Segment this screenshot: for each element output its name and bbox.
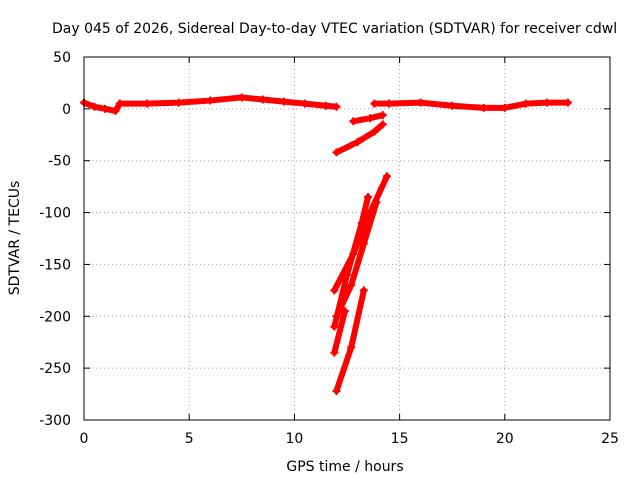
data-point — [321, 101, 330, 110]
y-tick-label: -50 — [48, 154, 71, 170]
data-point — [237, 93, 246, 102]
data-point — [330, 348, 339, 357]
data-point — [372, 198, 381, 207]
data-point — [332, 386, 341, 395]
data-point — [479, 103, 488, 112]
data-point — [206, 96, 215, 105]
x-tick-label: 5 — [185, 431, 194, 447]
y-tick-label: -200 — [39, 309, 71, 325]
data-point — [521, 99, 530, 108]
data-point — [378, 120, 387, 129]
x-tick-label: 0 — [80, 431, 89, 447]
series-seg-day-main — [116, 94, 340, 110]
y-tick-label: -300 — [39, 413, 71, 429]
data-point — [330, 322, 339, 331]
data-point — [258, 95, 267, 104]
data-point — [542, 98, 551, 107]
data-point — [279, 97, 288, 106]
chart-title: Day 045 of 2026, Sidereal Day-to-day VTE… — [52, 21, 617, 37]
plot-frame — [83, 56, 611, 421]
data-point — [143, 99, 152, 108]
data-point — [359, 239, 368, 248]
x-tick-label: 15 — [391, 431, 409, 447]
data-point — [343, 270, 351, 279]
data-point — [357, 218, 366, 227]
data-point — [448, 101, 457, 110]
data-point — [174, 98, 183, 107]
data-point — [111, 106, 120, 115]
data-point — [563, 98, 572, 107]
y-tick-label: -250 — [39, 361, 71, 377]
data-point — [382, 172, 391, 181]
data-point — [353, 138, 362, 147]
y-tick-label: -100 — [39, 206, 71, 222]
series-seg-afternoon — [371, 99, 571, 111]
y-axis-label: SDTVAR / TECUs — [7, 181, 23, 296]
data-point — [500, 103, 509, 112]
data-point — [340, 307, 349, 316]
data-point — [370, 99, 379, 108]
data-series — [80, 93, 572, 395]
y-tick-label: 0 — [62, 102, 71, 118]
data-point — [378, 111, 387, 120]
y-tick-label: -150 — [39, 257, 71, 273]
x-axis-label: GPS time / hours — [286, 459, 403, 475]
x-tick-label: 20 — [496, 431, 514, 447]
data-point — [332, 148, 341, 157]
data-point — [347, 281, 356, 290]
y-tick-label: 50 — [53, 50, 71, 66]
x-tick-label: 25 — [601, 431, 619, 447]
x-tick-label: 10 — [285, 431, 303, 447]
series-seg-dip-right — [333, 121, 386, 156]
data-point — [385, 99, 394, 108]
data-point — [349, 117, 358, 126]
data-point — [101, 104, 110, 113]
series-seg-steep-3 — [333, 199, 380, 320]
data-point — [90, 102, 99, 111]
data-point — [359, 286, 368, 295]
data-point — [330, 286, 339, 295]
series-seg-low-1 — [331, 308, 348, 356]
data-point — [332, 312, 341, 321]
data-point — [366, 114, 375, 123]
data-point — [370, 127, 379, 136]
data-point — [364, 193, 373, 202]
data-point — [332, 102, 341, 111]
grid-lines — [84, 57, 610, 420]
data-point — [347, 343, 356, 352]
data-point — [300, 99, 309, 108]
data-point — [416, 98, 425, 107]
axis-ticks: 0 5 10 15 20 25 -300 -250 -200 -150 -100 -50 0 50 — [39, 50, 619, 447]
data-point — [115, 99, 124, 108]
